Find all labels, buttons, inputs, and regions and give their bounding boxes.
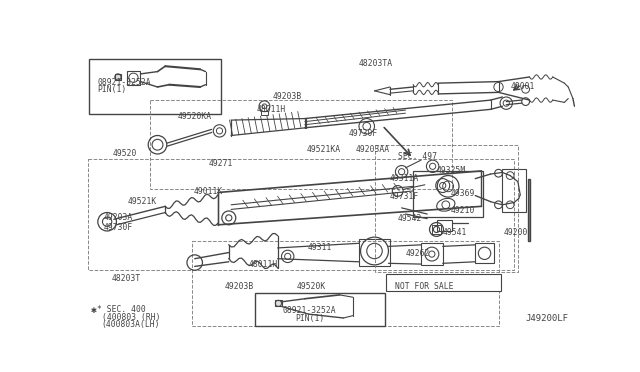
Text: 49541: 49541	[443, 228, 467, 237]
Text: 49730F: 49730F	[103, 223, 132, 232]
Text: 49200: 49200	[504, 228, 528, 237]
Text: 49311: 49311	[308, 243, 332, 252]
Text: 49262: 49262	[406, 249, 430, 258]
Text: 49210: 49210	[451, 206, 475, 215]
Bar	[88, 158, 514, 270]
Bar	[432, 225, 441, 234]
Bar	[261, 111, 268, 115]
Text: 49520KA: 49520KA	[178, 112, 212, 121]
Text: 08921-3252A: 08921-3252A	[283, 307, 336, 315]
Bar	[150, 100, 452, 189]
Text: 49203A: 49203A	[103, 212, 132, 221]
Bar	[413, 171, 483, 217]
Text: 08921-3252A: 08921-3252A	[97, 78, 150, 87]
Text: (400803 (RH): (400803 (RH)	[102, 312, 160, 322]
Text: 49521K: 49521K	[127, 197, 157, 206]
Bar	[386, 274, 501, 291]
Bar	[193, 241, 499, 326]
Text: 49520K: 49520K	[296, 282, 326, 291]
Bar	[115, 74, 121, 80]
Text: 49730F: 49730F	[348, 129, 378, 138]
Text: 48011H: 48011H	[257, 105, 286, 114]
Bar	[374, 145, 518, 272]
Bar	[476, 243, 494, 263]
Text: 49311A: 49311A	[390, 174, 419, 183]
Text: 48203TA: 48203TA	[359, 58, 393, 67]
Bar	[255, 293, 385, 327]
Text: 49203B: 49203B	[224, 282, 253, 291]
Bar	[502, 169, 525, 212]
Text: * SEC. 400: * SEC. 400	[97, 305, 146, 314]
Text: J49200LF: J49200LF	[525, 314, 568, 323]
Bar	[359, 239, 390, 266]
Text: 49325M: 49325M	[436, 166, 466, 175]
Text: 49731F: 49731F	[390, 192, 419, 202]
Text: 48011H: 48011H	[249, 260, 278, 269]
Text: 49203AA: 49203AA	[356, 145, 390, 154]
Text: ✱: ✱	[91, 305, 97, 315]
Text: 49271: 49271	[209, 158, 233, 168]
Text: 49369: 49369	[451, 189, 475, 198]
Bar	[528, 179, 531, 241]
Bar	[127, 71, 140, 85]
Bar	[421, 243, 443, 265]
Text: 49542: 49542	[397, 214, 422, 223]
Text: SEC. 497: SEC. 497	[397, 153, 436, 161]
Text: 49011K: 49011K	[193, 187, 223, 196]
Bar	[275, 300, 282, 307]
Bar	[436, 220, 452, 231]
Text: PIN(1): PIN(1)	[97, 85, 126, 94]
Text: NOT FOR SALE: NOT FOR SALE	[395, 282, 453, 291]
Text: PIN(1): PIN(1)	[295, 314, 324, 323]
Text: 49203B: 49203B	[272, 92, 301, 102]
Text: 48203T: 48203T	[112, 274, 141, 283]
Text: (400803A(LH): (400803A(LH)	[102, 320, 160, 329]
Bar	[90, 58, 221, 114]
Text: 49520: 49520	[113, 148, 137, 158]
Text: 49001: 49001	[511, 81, 535, 91]
Text: 49521KA: 49521KA	[307, 145, 340, 154]
